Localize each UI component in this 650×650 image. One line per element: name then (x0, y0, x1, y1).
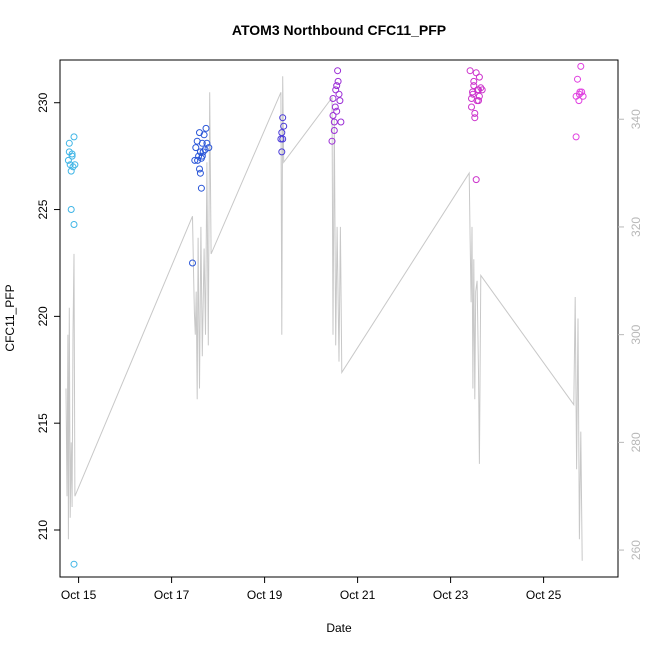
data-point (279, 114, 287, 122)
data-point (70, 133, 78, 141)
data-point (468, 103, 475, 111)
data-point (336, 97, 344, 105)
data-point (578, 88, 586, 96)
line-series (65, 76, 583, 561)
data-point (335, 90, 343, 98)
data-point (64, 156, 72, 164)
x-tick-label: Oct 19 (247, 588, 283, 602)
data-point (198, 139, 206, 147)
x-axis-label: Date (326, 621, 352, 635)
data-point (579, 92, 587, 100)
y-axis-left: 210 215 220 225 230 (36, 92, 60, 540)
data-point (201, 146, 209, 154)
data-point (471, 109, 479, 117)
data-point (70, 560, 78, 568)
y2-tick-label: 300 (629, 324, 643, 344)
y-tick-label: 230 (36, 92, 50, 112)
x-tick-label: Oct 25 (526, 588, 562, 602)
data-point (278, 129, 286, 137)
line-series-path (65, 76, 583, 561)
data-point (575, 90, 583, 98)
data-point (70, 221, 78, 228)
data-point (196, 165, 203, 173)
data-point (329, 112, 337, 119)
data-point (205, 144, 213, 152)
x-tick-label: Oct 23 (433, 588, 469, 602)
data-point (203, 139, 211, 147)
data-point (197, 184, 205, 192)
data-point (472, 176, 480, 184)
y-axis-label: CFC11_PFP (3, 284, 17, 351)
data-point (68, 152, 76, 160)
data-point (69, 163, 77, 171)
x-axis: Oct 15 Oct 17 Oct 19 Oct 21 Oct 23 Oct 25 (61, 577, 562, 602)
chart-title: ATOM3 Northbound CFC11_PFP (232, 22, 446, 38)
x-tick-label: Oct 15 (61, 588, 97, 602)
data-point (475, 73, 483, 81)
x-tick-label: Oct 17 (154, 588, 190, 602)
y2-tick-label: 340 (629, 109, 643, 129)
data-point (469, 90, 477, 98)
data-point (331, 103, 339, 111)
data-point (68, 150, 76, 158)
y-tick-label: 220 (36, 306, 50, 326)
data-point (574, 75, 581, 83)
data-point (329, 95, 337, 102)
data-point (191, 156, 199, 164)
data-point (478, 86, 486, 94)
data-point (572, 133, 580, 141)
x-tick-label: Oct 21 (340, 588, 376, 602)
data-point (194, 156, 202, 164)
data-point (334, 67, 342, 75)
y2-tick-label: 260 (629, 540, 643, 560)
data-point (278, 148, 286, 156)
data-point (279, 135, 287, 143)
data-point (333, 107, 341, 115)
scatter-series (64, 62, 587, 568)
data-point (466, 67, 474, 75)
data-point (334, 77, 342, 85)
data-point (67, 167, 75, 175)
data-point (475, 97, 482, 105)
data-point (332, 86, 340, 94)
data-point (202, 124, 210, 132)
data-point (330, 118, 338, 126)
data-point (189, 259, 196, 267)
data-point (474, 86, 482, 94)
data-point (470, 82, 478, 90)
data-point (333, 82, 341, 90)
data-point (472, 69, 480, 77)
y2-tick-label: 280 (629, 432, 643, 452)
y-axis-right: 260 280 300 320 340 (618, 109, 643, 560)
data-point (471, 114, 479, 122)
y-tick-label: 210 (36, 520, 50, 540)
data-point (196, 129, 203, 137)
data-point (198, 152, 206, 160)
data-point (192, 144, 200, 152)
data-point (65, 139, 73, 147)
data-point (577, 62, 585, 70)
data-point (71, 161, 79, 169)
data-point (328, 137, 336, 145)
y-tick-label: 225 (36, 199, 50, 219)
data-point (280, 122, 288, 130)
data-point (196, 169, 204, 177)
plot-frame (59, 59, 619, 578)
y-tick-label: 215 (36, 413, 50, 433)
data-point (199, 148, 207, 156)
data-point (330, 127, 338, 134)
data-point (475, 92, 483, 100)
data-point (337, 118, 345, 126)
y2-tick-label: 320 (629, 217, 643, 237)
data-point (67, 206, 75, 213)
data-point (470, 77, 478, 85)
